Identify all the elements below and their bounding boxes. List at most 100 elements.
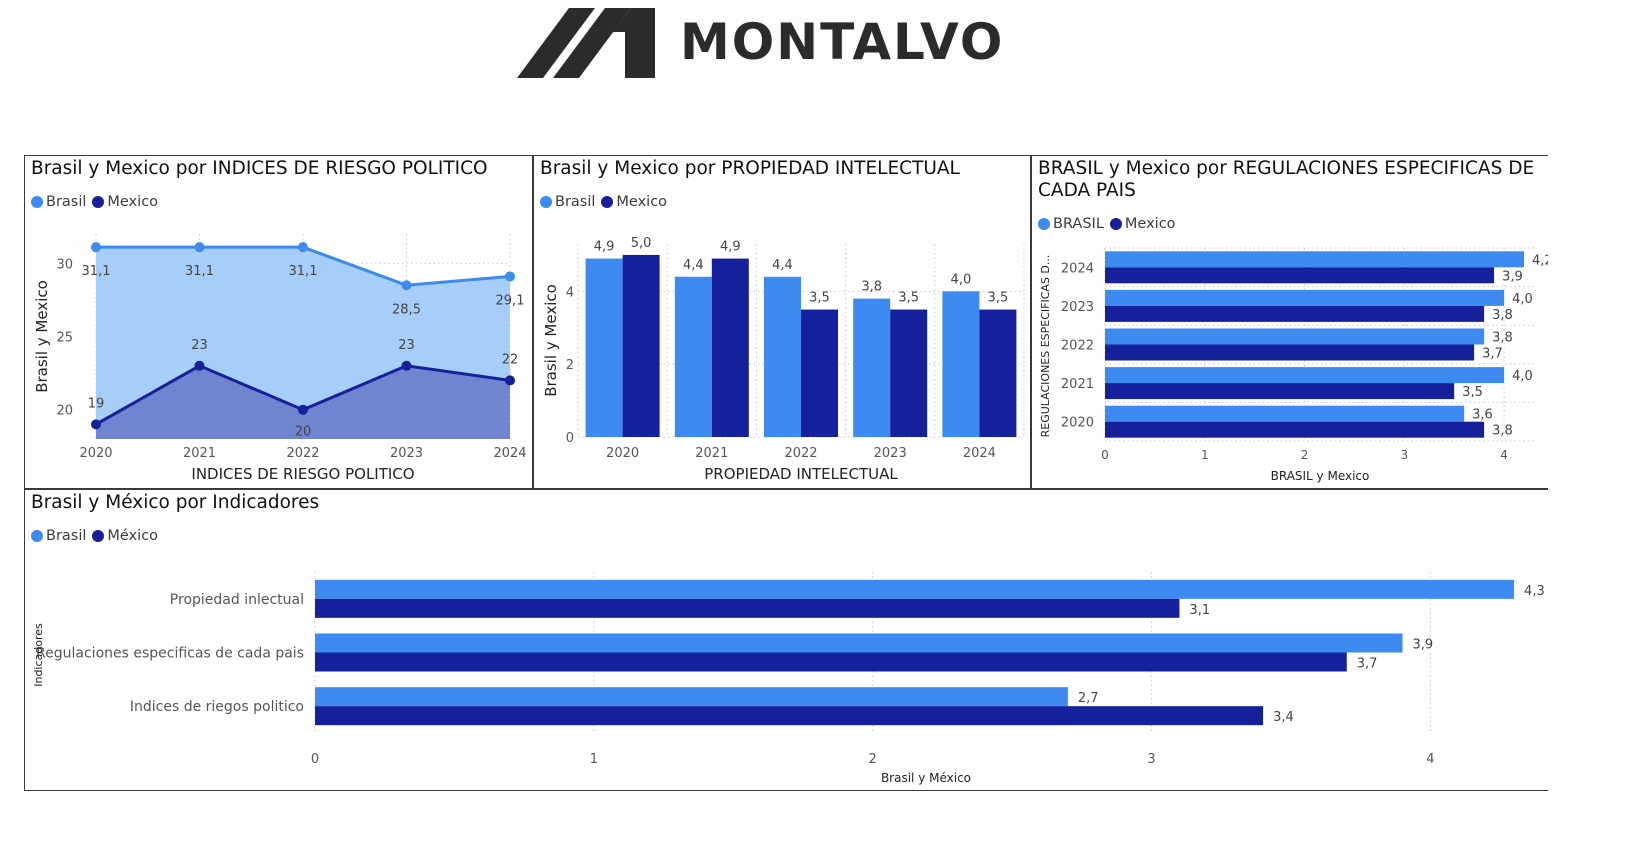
- brasil-bar: [674, 276, 712, 437]
- mexico-data-label: 3,5: [898, 291, 919, 306]
- brasil-bar: [764, 276, 801, 437]
- chart-panel-indicadores[interactable]: Brasil y México por Indicadores Brasil M…: [24, 489, 1548, 791]
- x-tick-label: 2024: [493, 446, 526, 461]
- chart-legend: Brasil Mexico: [540, 194, 667, 210]
- mexico-bar: [622, 254, 660, 437]
- x-tick-label: 2023: [390, 446, 423, 461]
- brasil-data-label: 4,0: [951, 272, 972, 287]
- brasil-bar: [1105, 367, 1505, 384]
- mexico-bar: [801, 309, 838, 437]
- legend-dot-mexico: [92, 530, 105, 542]
- legend-label-brasil: Brasil: [46, 528, 87, 544]
- mexico-data-label: 3,8: [1492, 308, 1513, 323]
- brasil-data-label: 29,1: [496, 293, 525, 308]
- chart-legend: Brasil México: [31, 528, 158, 544]
- brasil-data-label: 3,6: [1472, 408, 1493, 423]
- x-axis-title: Brasil y México: [881, 771, 971, 785]
- y-tick-label: 20: [56, 404, 73, 419]
- brasil-bar: [1105, 251, 1525, 268]
- chart-title-line2: CADA PAIS: [1038, 180, 1136, 201]
- x-tick-label: 3: [1147, 752, 1155, 767]
- mexico-data-label: 3,9: [1502, 269, 1523, 284]
- legend-label-mexico: Mexico: [107, 194, 159, 210]
- mexico-bar: [315, 598, 1180, 618]
- brasil-data-label: 4,4: [772, 258, 793, 273]
- y-tick-label: 2022: [1061, 339, 1094, 354]
- brasil-data-label: 28,5: [392, 302, 421, 317]
- mexico-data-label: 3,4: [1273, 710, 1294, 725]
- y-tick-label: 2023: [1061, 300, 1094, 315]
- mexico-bar: [1105, 421, 1485, 438]
- y-tick-label: 2: [566, 358, 574, 373]
- legend-label-brasil: Brasil: [555, 194, 596, 210]
- y-axis-title: Indicadores: [32, 623, 45, 687]
- legend-dot-brasil: [540, 196, 552, 208]
- mexico-data-label: 19: [88, 396, 105, 411]
- brasil-bar: [315, 579, 1515, 599]
- chart-legend: BRASIL Mexico: [1038, 216, 1176, 232]
- brasil-bar: [1105, 328, 1485, 345]
- brasil-data-label: 4,9: [594, 240, 615, 255]
- x-tick-label: 1: [1201, 448, 1209, 462]
- mexico-point: [505, 375, 515, 386]
- chart-panel-regulaciones[interactable]: BRASIL y Mexico por REGULACIONES ESPECIF…: [1031, 155, 1548, 489]
- mexico-data-label: 3,8: [1492, 424, 1513, 439]
- mexico-data-label: 23: [398, 338, 415, 353]
- chart-legend: Brasil Mexico: [31, 194, 158, 210]
- brasil-point: [505, 271, 515, 282]
- mexico-area: [96, 365, 510, 439]
- x-tick-label: 2: [869, 752, 877, 767]
- x-tick-label: 2021: [183, 446, 216, 461]
- brasil-bar: [585, 258, 623, 437]
- riesgo-politico-area-chart: 31,1 31,1 31,128,529,119232023222025302020…: [33, 234, 527, 483]
- mexico-data-label: 3,7: [1482, 347, 1503, 362]
- legend-dot-brasil: [31, 196, 43, 208]
- mexico-point: [194, 360, 205, 371]
- y-axis-title: Brasil y Mexico: [542, 284, 560, 397]
- brasil-bar: [853, 298, 891, 437]
- legend-dot-brasil: [1038, 218, 1050, 230]
- x-tick-label: 2020: [79, 446, 112, 461]
- propiedad-intelectual-bar-chart: 4,9 5,0 2020 4,4 4,9 2021 4,4 3,5 2022 3,8 3,5 2023…: [542, 236, 1025, 483]
- x-tick-label: 1: [590, 752, 598, 767]
- brasil-data-label: 4,0: [1512, 292, 1533, 307]
- brasil-bar: [315, 687, 1068, 707]
- mexico-data-label: 3,7: [1357, 657, 1378, 672]
- brasil-data-label: 4,2: [1532, 253, 1548, 268]
- chart-panel-propiedad-intelectual[interactable]: Brasil y Mexico por PROPIEDAD INTELECTUA…: [533, 155, 1031, 489]
- logo-text: MONTALVO: [680, 13, 1005, 71]
- montalvo-logo-icon: [517, 8, 655, 78]
- brasil-data-label: 4,0: [1512, 369, 1533, 384]
- legend-label-mexico: México: [107, 528, 159, 544]
- y-tick-label: 2021: [1061, 377, 1094, 392]
- legend-label-brasil: Brasil: [46, 194, 87, 210]
- mexico-bar: [711, 258, 749, 437]
- mexico-bar: [1105, 267, 1495, 284]
- x-axis-title: BRASIL y Mexico: [1271, 469, 1370, 483]
- x-tick-label: 3: [1400, 448, 1408, 462]
- brasil-data-label: 31,1: [185, 264, 214, 279]
- brasil-point: [401, 280, 412, 291]
- brasil-point: [91, 242, 101, 253]
- mexico-data-label: 3,5: [809, 291, 830, 306]
- x-tick-label: 2020: [606, 446, 639, 461]
- mexico-bar: [890, 309, 928, 437]
- mexico-bar: [979, 309, 1017, 437]
- brasil-bar: [942, 291, 980, 437]
- brasil-point: [194, 242, 205, 253]
- y-tick-label: 30: [56, 257, 73, 272]
- mexico-data-label: 4,9: [720, 240, 741, 255]
- mexico-data-label: 3,5: [988, 291, 1009, 306]
- mexico-point: [298, 404, 308, 415]
- brasil-bar: [1105, 405, 1465, 422]
- y-axis-title: Brasil y Mexico: [33, 280, 51, 393]
- mexico-data-label: 23: [191, 338, 208, 353]
- chart-title: Brasil y Mexico por PROPIEDAD INTELECTUA…: [540, 158, 960, 179]
- brasil-data-label: 3,8: [861, 280, 882, 295]
- x-tick-label: 4: [1426, 752, 1434, 767]
- x-axis-title: INDICES DE RIESGO POLITICO: [191, 465, 414, 483]
- indicadores-hbar-chart: 4,3 3,1 Propiedad inlectual 3,9 3,7 Regulacio…: [32, 572, 1545, 785]
- x-axis-title: PROPIEDAD INTELECTUAL: [704, 465, 898, 483]
- chart-panel-riesgo-politico[interactable]: Brasil y Mexico por INDICES DE RIESGO PO…: [24, 155, 533, 489]
- mexico-point: [91, 419, 101, 430]
